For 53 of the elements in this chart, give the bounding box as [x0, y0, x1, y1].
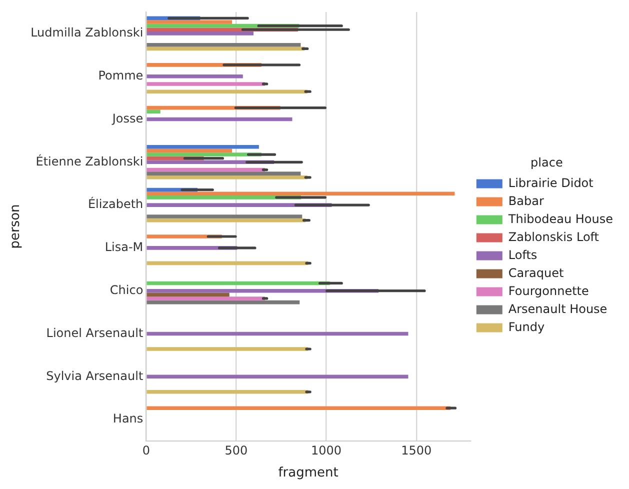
bar: [146, 390, 308, 394]
bar: [146, 218, 306, 222]
bar: [146, 20, 232, 24]
bar: [146, 168, 266, 172]
y-tick-label: Sylvia Arsenault: [46, 368, 144, 383]
bar: [146, 172, 301, 176]
bar: [146, 192, 455, 196]
bar: [146, 42, 301, 47]
y-tick-label: Josse: [111, 111, 144, 126]
y-tick-label: Élizabeth: [88, 196, 144, 212]
y-axis-title: person: [8, 204, 24, 249]
bar: [146, 214, 302, 218]
bar: [146, 292, 230, 297]
bar: [146, 347, 308, 351]
legend-label: Thibodeau House: [507, 212, 613, 226]
legend-label: Fourgonnette: [508, 284, 589, 298]
legend-label: Librairie Didot: [508, 176, 594, 190]
bar: [146, 90, 308, 94]
legend-label: Zablonskis Loft: [508, 230, 600, 244]
bar: [146, 82, 266, 86]
y-tick-label: Chico: [110, 282, 144, 297]
bar: [146, 296, 266, 300]
bar: [146, 32, 254, 36]
legend-label: Arsenault House: [508, 302, 608, 316]
bar: [146, 148, 232, 153]
bar: [146, 144, 259, 149]
bar: [146, 152, 262, 156]
bar: [146, 300, 300, 304]
bar: [146, 110, 160, 114]
bar: [146, 261, 308, 266]
legend-title: place: [530, 155, 563, 170]
legend-label: Fundy: [508, 320, 545, 334]
legend-label: Caraquet: [508, 266, 564, 280]
x-tick-label: 0: [142, 443, 150, 458]
x-tick-label: 1500: [401, 443, 432, 458]
x-tick-label: 1000: [311, 443, 342, 458]
bar: [146, 117, 292, 122]
y-tick-label: Pomme: [98, 68, 144, 82]
y-tick-label: Lionel Arsenault: [46, 326, 144, 340]
legend-label: Babar: [508, 194, 544, 208]
y-tick-label: Lisa-M: [104, 240, 144, 254]
y-tick-label: Ludmilla Zablonski: [30, 26, 144, 40]
bar: [146, 46, 305, 51]
bar: [146, 374, 408, 379]
y-tick-label: Étienne Zablonski: [36, 153, 144, 168]
bar: [146, 175, 308, 180]
x-tick-label: 500: [224, 443, 248, 458]
bar: [146, 74, 243, 78]
bar: [146, 332, 408, 336]
legend-label: Lofts: [508, 248, 538, 262]
y-tick-label: Hans: [112, 412, 144, 426]
x-axis-title: fragment: [278, 466, 338, 481]
bar: [146, 406, 451, 410]
